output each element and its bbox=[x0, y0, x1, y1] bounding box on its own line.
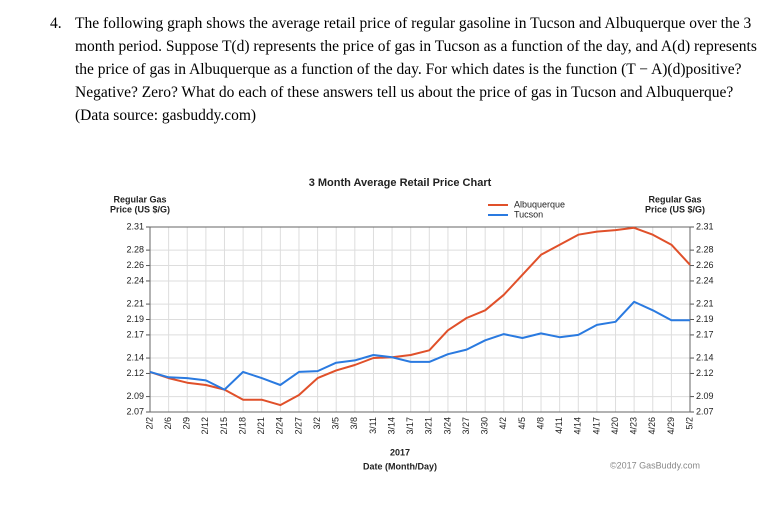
x-tick-label: 4/14 bbox=[573, 417, 583, 435]
y-tick-label: 2.14 bbox=[126, 352, 144, 362]
y-tick-label: 2.31 bbox=[126, 221, 144, 231]
y2-tick-label: 2.19 bbox=[696, 314, 714, 324]
y-axis-label: Regular Gas bbox=[113, 194, 166, 204]
x-label: Date (Month/Day) bbox=[363, 461, 437, 471]
y2-tick-label: 2.17 bbox=[696, 329, 714, 339]
x-tick-label: 2/18 bbox=[237, 417, 247, 435]
x-tick-label: 3/2 bbox=[312, 417, 322, 430]
series-line bbox=[149, 300, 690, 391]
y-tick-label: 2.21 bbox=[126, 298, 144, 308]
x-label: 2017 bbox=[390, 447, 410, 457]
x-tick-label: 5/2 bbox=[684, 417, 694, 430]
x-tick-label: 4/29 bbox=[666, 417, 676, 435]
x-tick-label: 3/27 bbox=[461, 417, 471, 435]
x-tick-label: 4/5 bbox=[517, 417, 527, 430]
y-tick-label: 2.09 bbox=[126, 391, 144, 401]
question-number: 4. bbox=[50, 15, 62, 32]
x-tick-label: 2/27 bbox=[293, 417, 303, 435]
x-tick-label: 2/15 bbox=[219, 417, 229, 435]
y-axis-label: Price (US $/G) bbox=[110, 204, 170, 214]
x-tick-label: 4/17 bbox=[591, 417, 601, 435]
question-text: The following graph shows the average re… bbox=[75, 15, 757, 124]
x-tick-label: 4/26 bbox=[647, 417, 657, 435]
y2-tick-label: 2.26 bbox=[696, 260, 714, 270]
x-tick-label: 2/6 bbox=[163, 417, 173, 430]
x-tick-label: 4/11 bbox=[554, 417, 564, 434]
x-tick-label: 2/21 bbox=[256, 417, 266, 435]
x-tick-label: 3/17 bbox=[405, 417, 415, 435]
x-tick-label: 3/11 bbox=[368, 417, 378, 434]
x-tick-label: 4/2 bbox=[498, 417, 508, 430]
y-tick-label: 2.12 bbox=[126, 368, 144, 378]
y2-tick-label: 2.21 bbox=[696, 298, 714, 308]
y-tick-label: 2.19 bbox=[126, 314, 144, 324]
x-tick-label: 2/9 bbox=[182, 417, 192, 430]
legend-label: Albuquerque bbox=[514, 199, 565, 209]
x-tick-label: 3/5 bbox=[331, 417, 341, 430]
y-tick-label: 2.24 bbox=[126, 275, 144, 285]
y2-tick-label: 2.31 bbox=[696, 221, 714, 231]
x-tick-label: 3/21 bbox=[424, 417, 434, 435]
chart-title: 3 Month Average Retail Price Chart bbox=[309, 177, 492, 189]
y-tick-label: 2.26 bbox=[126, 260, 144, 270]
y2-tick-label: 2.12 bbox=[696, 368, 714, 378]
y2-tick-label: 2.07 bbox=[696, 406, 714, 416]
x-tick-label: 3/8 bbox=[349, 417, 359, 430]
y-tick-label: 2.17 bbox=[126, 329, 144, 339]
x-tick-label: 3/30 bbox=[480, 417, 490, 435]
series-line bbox=[149, 226, 691, 407]
x-tick-label: 3/14 bbox=[386, 417, 396, 435]
y-tick-label: 2.07 bbox=[126, 406, 144, 416]
x-tick-label: 3/24 bbox=[442, 417, 452, 435]
y-tick-label: 2.28 bbox=[126, 245, 144, 255]
x-tick-label: 4/23 bbox=[629, 417, 639, 435]
x-tick-label: 4/20 bbox=[610, 417, 620, 435]
y2-tick-label: 2.14 bbox=[696, 352, 714, 362]
y2-tick-label: 2.09 bbox=[696, 391, 714, 401]
x-tick-label: 4/8 bbox=[535, 417, 545, 430]
y2-tick-label: 2.28 bbox=[696, 245, 714, 255]
y2-tick-label: 2.24 bbox=[696, 275, 714, 285]
x-tick-label: 2/12 bbox=[200, 417, 210, 435]
y2-axis-label: Price (US $/G) bbox=[645, 204, 705, 214]
legend-label: Tucson bbox=[514, 209, 543, 219]
credit: ©2017 GasBuddy.com bbox=[610, 460, 700, 470]
y2-axis-label: Regular Gas bbox=[648, 194, 701, 204]
x-tick-label: 2/24 bbox=[275, 417, 285, 435]
x-tick-label: 2/2 bbox=[144, 417, 154, 430]
